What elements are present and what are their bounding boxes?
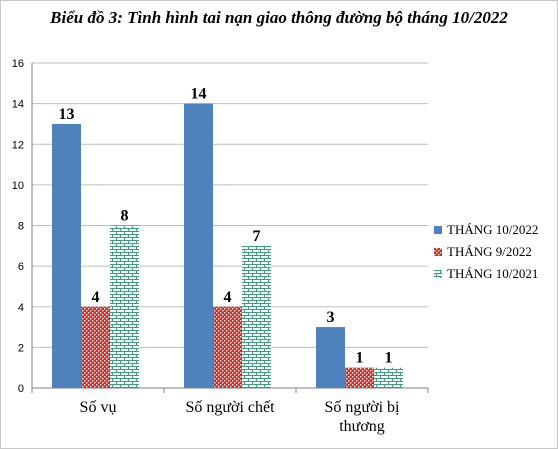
legend-swatch [434, 248, 442, 256]
legend-label: THÁNG 10/2021 [447, 266, 538, 281]
bar [345, 367, 374, 388]
y-tick-label: 4 [18, 302, 24, 314]
legend-label: THÁNG 9/2022 [447, 244, 532, 259]
data-label: 3 [327, 309, 335, 326]
data-label: 13 [59, 106, 75, 123]
data-label: 14 [191, 86, 207, 103]
bar [110, 225, 139, 388]
y-tick-label: 0 [18, 383, 24, 395]
data-label: 4 [224, 289, 232, 306]
bar [374, 367, 403, 388]
category-label: Số người bị thương [325, 399, 400, 435]
bar [242, 245, 271, 388]
legend-swatch [434, 226, 442, 234]
legend-label: THÁNG 10/2022 [447, 222, 538, 237]
data-label: 8 [121, 208, 129, 225]
data-label: 1 [385, 350, 393, 367]
chart-title: Biểu đồ 3: Tình hình tai nạn giao thông … [50, 8, 508, 27]
y-tick-label: 6 [18, 261, 24, 273]
legend-swatch [434, 270, 442, 278]
bar [316, 327, 345, 388]
data-label: 7 [253, 228, 261, 245]
data-label: 1 [356, 350, 364, 367]
bar [52, 123, 81, 388]
category-label: Số vụ [80, 399, 117, 416]
y-tick-label: 12 [12, 139, 24, 151]
bar [213, 306, 242, 388]
y-tick-label: 8 [18, 221, 24, 233]
y-tick-label: 16 [12, 58, 24, 70]
y-tick-label: 10 [12, 180, 24, 192]
category-label: Số người chết [185, 399, 275, 416]
data-label: 4 [92, 289, 100, 306]
bar [81, 306, 110, 388]
bar [184, 103, 213, 388]
y-tick-label: 14 [12, 99, 24, 111]
y-tick-label: 2 [18, 342, 24, 354]
